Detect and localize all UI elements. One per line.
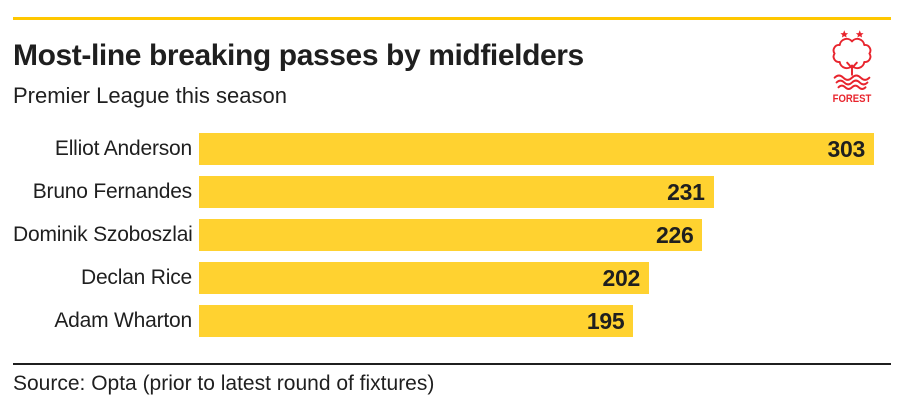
category-label: Bruno Fernandes [32,180,192,203]
bar: 202 [199,262,649,294]
category-label: Dominik Szoboszlai [13,223,193,246]
bar-track: 195 [199,305,874,337]
waves-icon [837,84,867,90]
chart-row: Dominik Szoboszlai 226 [13,219,891,251]
forest-crest-icon: FOREST [832,30,872,105]
chart-row: Declan Rice 202 [13,262,891,294]
bar-track: 231 [199,176,874,208]
category-label: Declan Rice [80,266,192,289]
bar-track: 303 [199,133,874,165]
chart-row: Elliot Anderson 303 [13,133,891,165]
bar-track: 226 [199,219,874,251]
value-label: 195 [586,307,625,334]
category-label: Elliot Anderson [54,137,192,160]
source-credit: Source: Opta (prior to latest round of f… [13,372,435,395]
bar: 195 [199,305,634,337]
category-label: Adam Wharton [54,309,192,332]
footer-divider [13,363,891,365]
chart-row: Adam Wharton 195 [13,305,891,337]
bar: 303 [199,133,874,165]
bar-chart: Elliot Anderson 303 Bruno Fernandes 231 Domi… [13,133,891,348]
value-label: 202 [602,264,641,291]
waves-icon [835,79,869,86]
star-icon [855,30,864,38]
bar: 226 [199,219,703,251]
star-icon [840,30,849,38]
value-label: 231 [667,178,705,205]
bar: 231 [199,176,714,208]
page-title: Most-line breaking passes by midfielders [13,39,584,72]
tree-canopy-icon [832,37,872,70]
chart-row: Bruno Fernandes 231 [13,176,891,208]
accent-rule [13,17,891,20]
waves-icon [833,74,871,81]
value-label: 303 [827,135,866,162]
tree-trunk-icon [846,61,858,76]
bar-track: 202 [199,262,874,294]
club-crest-logo: FOREST [823,27,881,109]
forest-wordmark: FOREST [833,93,872,105]
page-subtitle: Premier League this season [13,83,287,108]
value-label: 226 [655,221,694,248]
